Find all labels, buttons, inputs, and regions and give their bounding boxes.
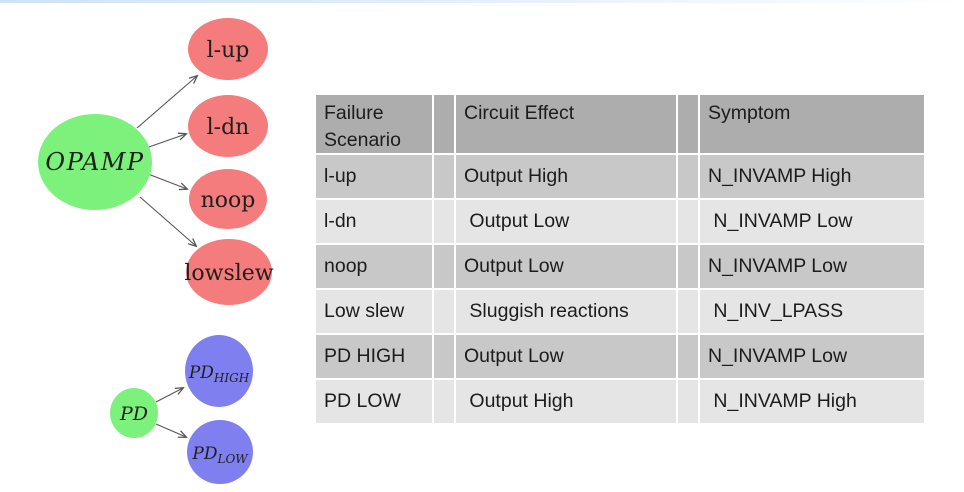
pdlow-label-subscript: LOW <box>216 452 249 466</box>
pdlow-label-base: PD <box>191 444 217 464</box>
table-spacer-cell <box>678 155 698 198</box>
table-spacer-cell <box>434 155 454 198</box>
table-spacer-cell <box>678 245 698 288</box>
cell-effect: Output Low <box>456 335 676 378</box>
lowslew-node <box>186 239 272 305</box>
table-spacer-cell <box>434 335 454 378</box>
ldn-node <box>188 95 268 157</box>
opamp-node-label: OPAMP <box>45 148 144 176</box>
table-spacer-cell <box>434 245 454 288</box>
cell-scenario: noop <box>316 245 432 288</box>
edge-opamp-lup <box>136 76 197 129</box>
cell-symptom: N_INVAMP Low <box>700 200 924 243</box>
cell-effect: Output High <box>456 380 676 423</box>
cell-symptom: N_INV_LPASS <box>700 290 924 333</box>
pdlow-node <box>187 420 253 484</box>
pdlow-node-label: PDLOW <box>191 444 249 466</box>
cell-scenario: l-dn <box>316 200 432 243</box>
cell-effect: Output High <box>456 155 676 198</box>
noop-node-label: noop <box>201 188 256 213</box>
cell-effect: Sluggish reactions <box>456 290 676 333</box>
cell-effect: Output Low <box>456 200 676 243</box>
table-spacer-cell <box>678 380 698 423</box>
edge-opamp-ldn <box>145 134 186 149</box>
cell-scenario: PD LOW <box>316 380 432 423</box>
cell-symptom: N_INVAMP Low <box>700 335 924 378</box>
lup-node-label: l-up <box>207 38 250 63</box>
opamp-node <box>38 114 152 210</box>
table-header-symptom: Symptom <box>700 95 924 153</box>
cell-symptom: N_INVAMP High <box>700 155 924 198</box>
failure-table: Failure Scenario Circuit Effect Symptom … <box>316 95 924 423</box>
pdhigh-label-base: PD <box>188 363 214 383</box>
cell-scenario: Low slew <box>316 290 432 333</box>
pd-node-label: PD <box>119 403 148 425</box>
cell-effect: Output Low <box>456 245 676 288</box>
table-spacer-cell <box>678 290 698 333</box>
cell-scenario: l-up <box>316 155 432 198</box>
top-border-line <box>0 0 964 3</box>
pdhigh-node <box>185 335 253 407</box>
table-spacer-cell <box>434 380 454 423</box>
pdhigh-label-subscript: HIGH <box>213 371 250 385</box>
pd-node <box>110 388 158 438</box>
lup-node <box>188 18 268 80</box>
ldn-node-label: l-dn <box>207 115 250 140</box>
noop-node <box>189 169 267 229</box>
table-header-circuit-effect: Circuit Effect <box>456 95 676 153</box>
lowslew-node-label: lowslew <box>184 261 273 286</box>
table-header-spacer <box>434 95 454 153</box>
cell-symptom: N_INVAMP High <box>700 380 924 423</box>
table-spacer-cell <box>678 335 698 378</box>
table-spacer-cell <box>434 200 454 243</box>
edge-pd-pdlow <box>155 423 186 437</box>
edge-opamp-lowslew <box>139 196 196 246</box>
cell-symptom: N_INVAMP Low <box>700 245 924 288</box>
table-spacer-cell <box>434 290 454 333</box>
fault-tree-diagram: OPAMP l-up l-dn noop lowslew PD PDHIGH P… <box>38 18 274 484</box>
table-header-failure-scenario: Failure Scenario <box>316 95 432 153</box>
cell-scenario: PD HIGH <box>316 335 432 378</box>
edge-opamp-noop <box>147 173 187 189</box>
pdhigh-node-label: PDHIGH <box>188 363 250 385</box>
edge-pd-pdhigh <box>155 388 183 403</box>
table-header-spacer <box>678 95 698 153</box>
table-spacer-cell <box>678 200 698 243</box>
